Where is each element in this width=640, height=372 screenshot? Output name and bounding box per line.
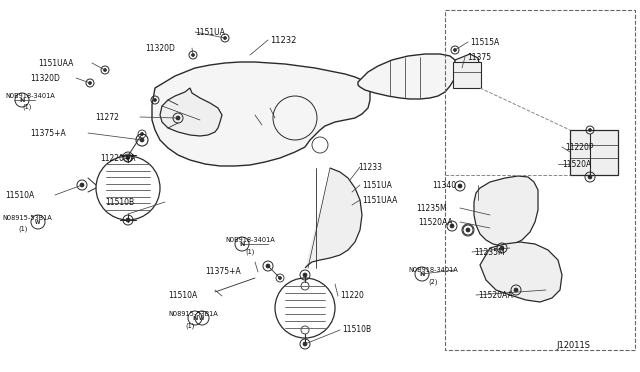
Polygon shape: [455, 54, 480, 88]
Text: 11515A: 11515A: [470, 38, 499, 46]
Circle shape: [466, 228, 470, 232]
Bar: [570, 130, 618, 175]
Circle shape: [88, 81, 92, 84]
Text: 11232: 11232: [270, 35, 296, 45]
Text: N: N: [192, 315, 198, 321]
Circle shape: [303, 342, 307, 346]
Text: 1151UAA: 1151UAA: [362, 196, 397, 205]
Circle shape: [127, 157, 129, 160]
Text: N0B918-3401A: N0B918-3401A: [408, 267, 458, 273]
Text: 11510B: 11510B: [342, 326, 371, 334]
Circle shape: [141, 132, 143, 135]
Text: 11235M: 11235M: [474, 247, 504, 257]
Polygon shape: [474, 176, 538, 246]
Text: N0B918-3401A: N0B918-3401A: [5, 93, 55, 99]
Text: 11220+A: 11220+A: [100, 154, 136, 163]
Circle shape: [140, 138, 144, 142]
Circle shape: [514, 288, 518, 292]
Text: 1151UAA: 1151UAA: [38, 58, 74, 67]
Circle shape: [80, 183, 84, 187]
Text: N: N: [19, 97, 25, 103]
Text: 11510A: 11510A: [168, 292, 197, 301]
Polygon shape: [160, 88, 222, 136]
Circle shape: [126, 218, 130, 222]
Text: (1): (1): [22, 104, 31, 110]
Text: 11233: 11233: [358, 163, 382, 171]
Text: 11520AA: 11520AA: [478, 291, 513, 299]
Text: (1): (1): [185, 323, 195, 329]
Text: 11220: 11220: [340, 292, 364, 301]
Polygon shape: [480, 242, 562, 302]
Polygon shape: [358, 54, 456, 99]
Text: 11340: 11340: [432, 180, 456, 189]
Text: 11235M: 11235M: [416, 203, 447, 212]
Text: W: W: [35, 219, 41, 224]
Circle shape: [126, 155, 130, 159]
Text: 1151UA: 1151UA: [362, 180, 392, 189]
Circle shape: [223, 36, 227, 39]
Text: 11320D: 11320D: [145, 44, 175, 52]
Text: (2): (2): [428, 279, 438, 285]
Text: 11520A: 11520A: [562, 160, 591, 169]
Text: 11220P: 11220P: [565, 142, 593, 151]
Bar: [445, 10, 635, 350]
Text: W: W: [199, 315, 205, 321]
Circle shape: [154, 99, 157, 102]
Text: (1): (1): [18, 226, 28, 232]
Bar: [453, 62, 481, 88]
Circle shape: [458, 184, 462, 188]
Circle shape: [176, 116, 180, 120]
Text: (1): (1): [245, 249, 254, 255]
Text: N: N: [239, 241, 244, 247]
Circle shape: [589, 128, 591, 131]
Text: N0B918-3401A: N0B918-3401A: [225, 237, 275, 243]
Text: J12011S: J12011S: [556, 341, 590, 350]
Circle shape: [191, 54, 195, 57]
Circle shape: [303, 273, 307, 277]
Polygon shape: [305, 168, 362, 268]
Polygon shape: [152, 62, 370, 166]
Text: 11375: 11375: [467, 52, 491, 61]
Circle shape: [454, 48, 456, 51]
Circle shape: [266, 264, 270, 268]
Circle shape: [278, 276, 282, 279]
Circle shape: [588, 175, 592, 179]
Text: N08915-53B1A: N08915-53B1A: [2, 215, 52, 221]
Text: 11510A: 11510A: [5, 190, 35, 199]
Text: 11375+A: 11375+A: [205, 267, 241, 276]
Text: 1151UA: 1151UA: [195, 28, 225, 36]
Text: N08915-53B1A: N08915-53B1A: [168, 311, 218, 317]
Text: 11520AA: 11520AA: [418, 218, 452, 227]
Text: 11375+A: 11375+A: [30, 128, 66, 138]
Text: 11272: 11272: [95, 112, 119, 122]
Circle shape: [104, 68, 106, 71]
Text: 11320D: 11320D: [30, 74, 60, 83]
Circle shape: [500, 246, 504, 250]
Text: N: N: [419, 272, 425, 276]
Circle shape: [450, 224, 454, 228]
Text: 11510B: 11510B: [105, 198, 134, 206]
